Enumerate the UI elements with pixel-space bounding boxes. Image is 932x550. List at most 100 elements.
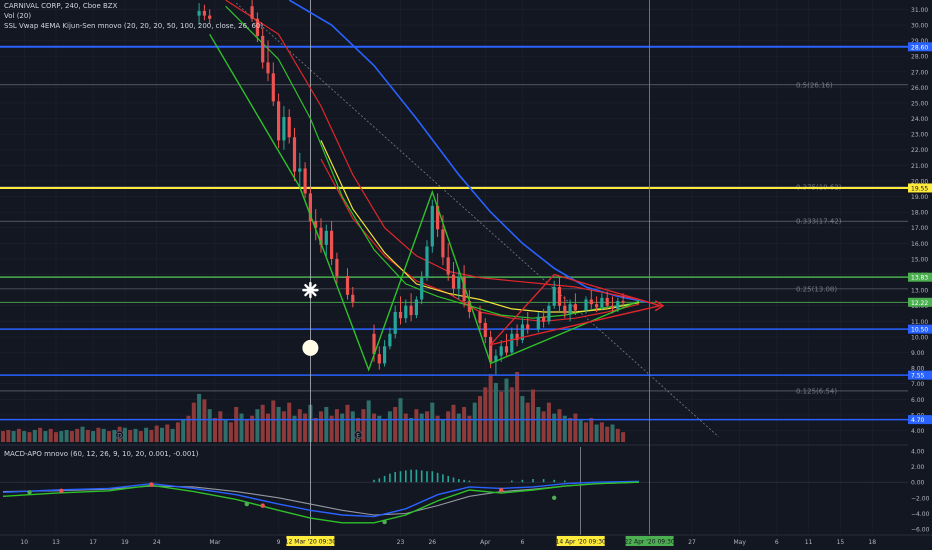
volume-bar	[467, 415, 472, 442]
price-tick-label: 9.00	[911, 350, 925, 357]
chart-title: CARNIVAL CORP, 240, Cboe BZX	[4, 2, 118, 10]
volume-bar	[483, 387, 488, 442]
macd-histogram-bar	[463, 479, 465, 483]
price-tick-label: 28.00	[911, 54, 928, 61]
candle-body	[494, 355, 498, 362]
macd-histogram-bar	[553, 479, 555, 483]
macd-signal-dot	[244, 501, 249, 507]
volume-bar	[276, 407, 281, 442]
volume-bar	[16, 428, 21, 442]
volume-bar	[38, 427, 43, 442]
price-level-tag-label: 12.22	[911, 300, 928, 307]
volume-bar	[509, 387, 514, 442]
time-highlight-label: 14 Apr '20 09:30	[556, 539, 606, 546]
volume-bar	[213, 417, 217, 442]
volume-bar	[334, 409, 339, 442]
volume-bar	[313, 417, 318, 442]
volume-bar	[281, 411, 286, 442]
time-tick-label: May	[733, 539, 746, 546]
macd-signal-dot	[149, 482, 154, 487]
time-tick-label: 15	[837, 539, 845, 546]
macd-signal-dot	[552, 495, 557, 501]
candle-body	[451, 274, 456, 289]
macd-tick-label: −4.00	[911, 511, 930, 518]
price-tick-label: 8.00	[911, 366, 925, 373]
price-tick-label: 10.00	[911, 334, 928, 341]
volume-bar	[27, 432, 32, 442]
volume-bar	[409, 417, 414, 442]
volume-bar	[292, 415, 297, 442]
candle-body	[457, 277, 461, 289]
volume-bar	[578, 420, 583, 442]
price-tick-label: 24.00	[911, 116, 928, 123]
fib-level-label: 0.25(13.08)	[796, 285, 837, 293]
price-tick-label: 25.00	[911, 100, 928, 107]
candle-body	[520, 324, 524, 341]
candle-body	[584, 299, 588, 311]
candle-body	[526, 324, 530, 330]
candle-body	[621, 301, 625, 303]
volume-bar	[271, 400, 276, 442]
ssl-legend: SSL Vwap 4EMA Kijun-Sen mnovo (20, 20, 2…	[4, 22, 264, 30]
candle-body	[351, 294, 355, 303]
candle-body	[568, 304, 572, 314]
candle-body	[314, 221, 318, 228]
price-tick-label: 7.00	[911, 381, 925, 388]
macd-tick-label: −6.00	[911, 527, 930, 534]
volume-bar	[266, 413, 270, 442]
volume-bar	[223, 420, 228, 442]
volume-bar	[11, 431, 16, 442]
candle-body	[510, 333, 514, 353]
candle-body	[446, 257, 450, 275]
volume-bar	[260, 404, 265, 442]
candle-body	[197, 10, 201, 16]
dotted-trendline	[235, 2, 719, 438]
price-level-tag	[908, 183, 932, 193]
volume-bar	[170, 428, 175, 442]
candle-body	[345, 276, 350, 295]
price-tick-label: 27.00	[911, 69, 928, 76]
volume-bar	[366, 400, 371, 442]
volume-bar	[361, 409, 366, 442]
candle-body	[308, 193, 312, 222]
volume-bar	[48, 428, 53, 442]
macd-histogram-bar	[532, 479, 534, 483]
volume-bar	[324, 407, 329, 442]
volume-bar	[425, 411, 429, 442]
volume-bar	[605, 426, 610, 442]
candle-body	[436, 205, 440, 230]
price-tick-label: 26.00	[911, 85, 928, 92]
volume-bar	[91, 431, 96, 442]
candle-body	[504, 346, 509, 353]
volume-bar	[303, 413, 308, 442]
triangle-pattern	[488, 273, 663, 346]
volume-bar	[546, 402, 551, 442]
candle-body	[393, 311, 397, 334]
volume-bar	[568, 417, 573, 442]
macd-histogram-bar	[521, 479, 524, 483]
volume-event-marker	[353, 430, 363, 440]
volume-bar	[499, 391, 504, 442]
macd-histogram-bar	[436, 472, 439, 483]
volume-bar	[403, 413, 408, 442]
candle-body	[330, 230, 334, 259]
price-tick-label: 17.00	[911, 225, 928, 232]
macd-histogram-bar	[452, 477, 455, 483]
candle-body	[430, 205, 434, 247]
price-tick-label: 16.00	[911, 241, 928, 248]
volume-bar	[557, 409, 562, 442]
volume-bar	[446, 411, 451, 442]
volume-bar	[160, 427, 164, 442]
candle-body	[610, 305, 615, 309]
volume-bar	[75, 428, 80, 442]
volume-bar	[562, 415, 567, 442]
macd-histogram-bar	[542, 479, 545, 483]
candle-body	[298, 168, 302, 172]
candle-body	[266, 62, 270, 74]
price-tick-label: 30.00	[911, 22, 928, 29]
macd-signal-dot	[382, 519, 387, 525]
volume-bar	[80, 426, 85, 442]
